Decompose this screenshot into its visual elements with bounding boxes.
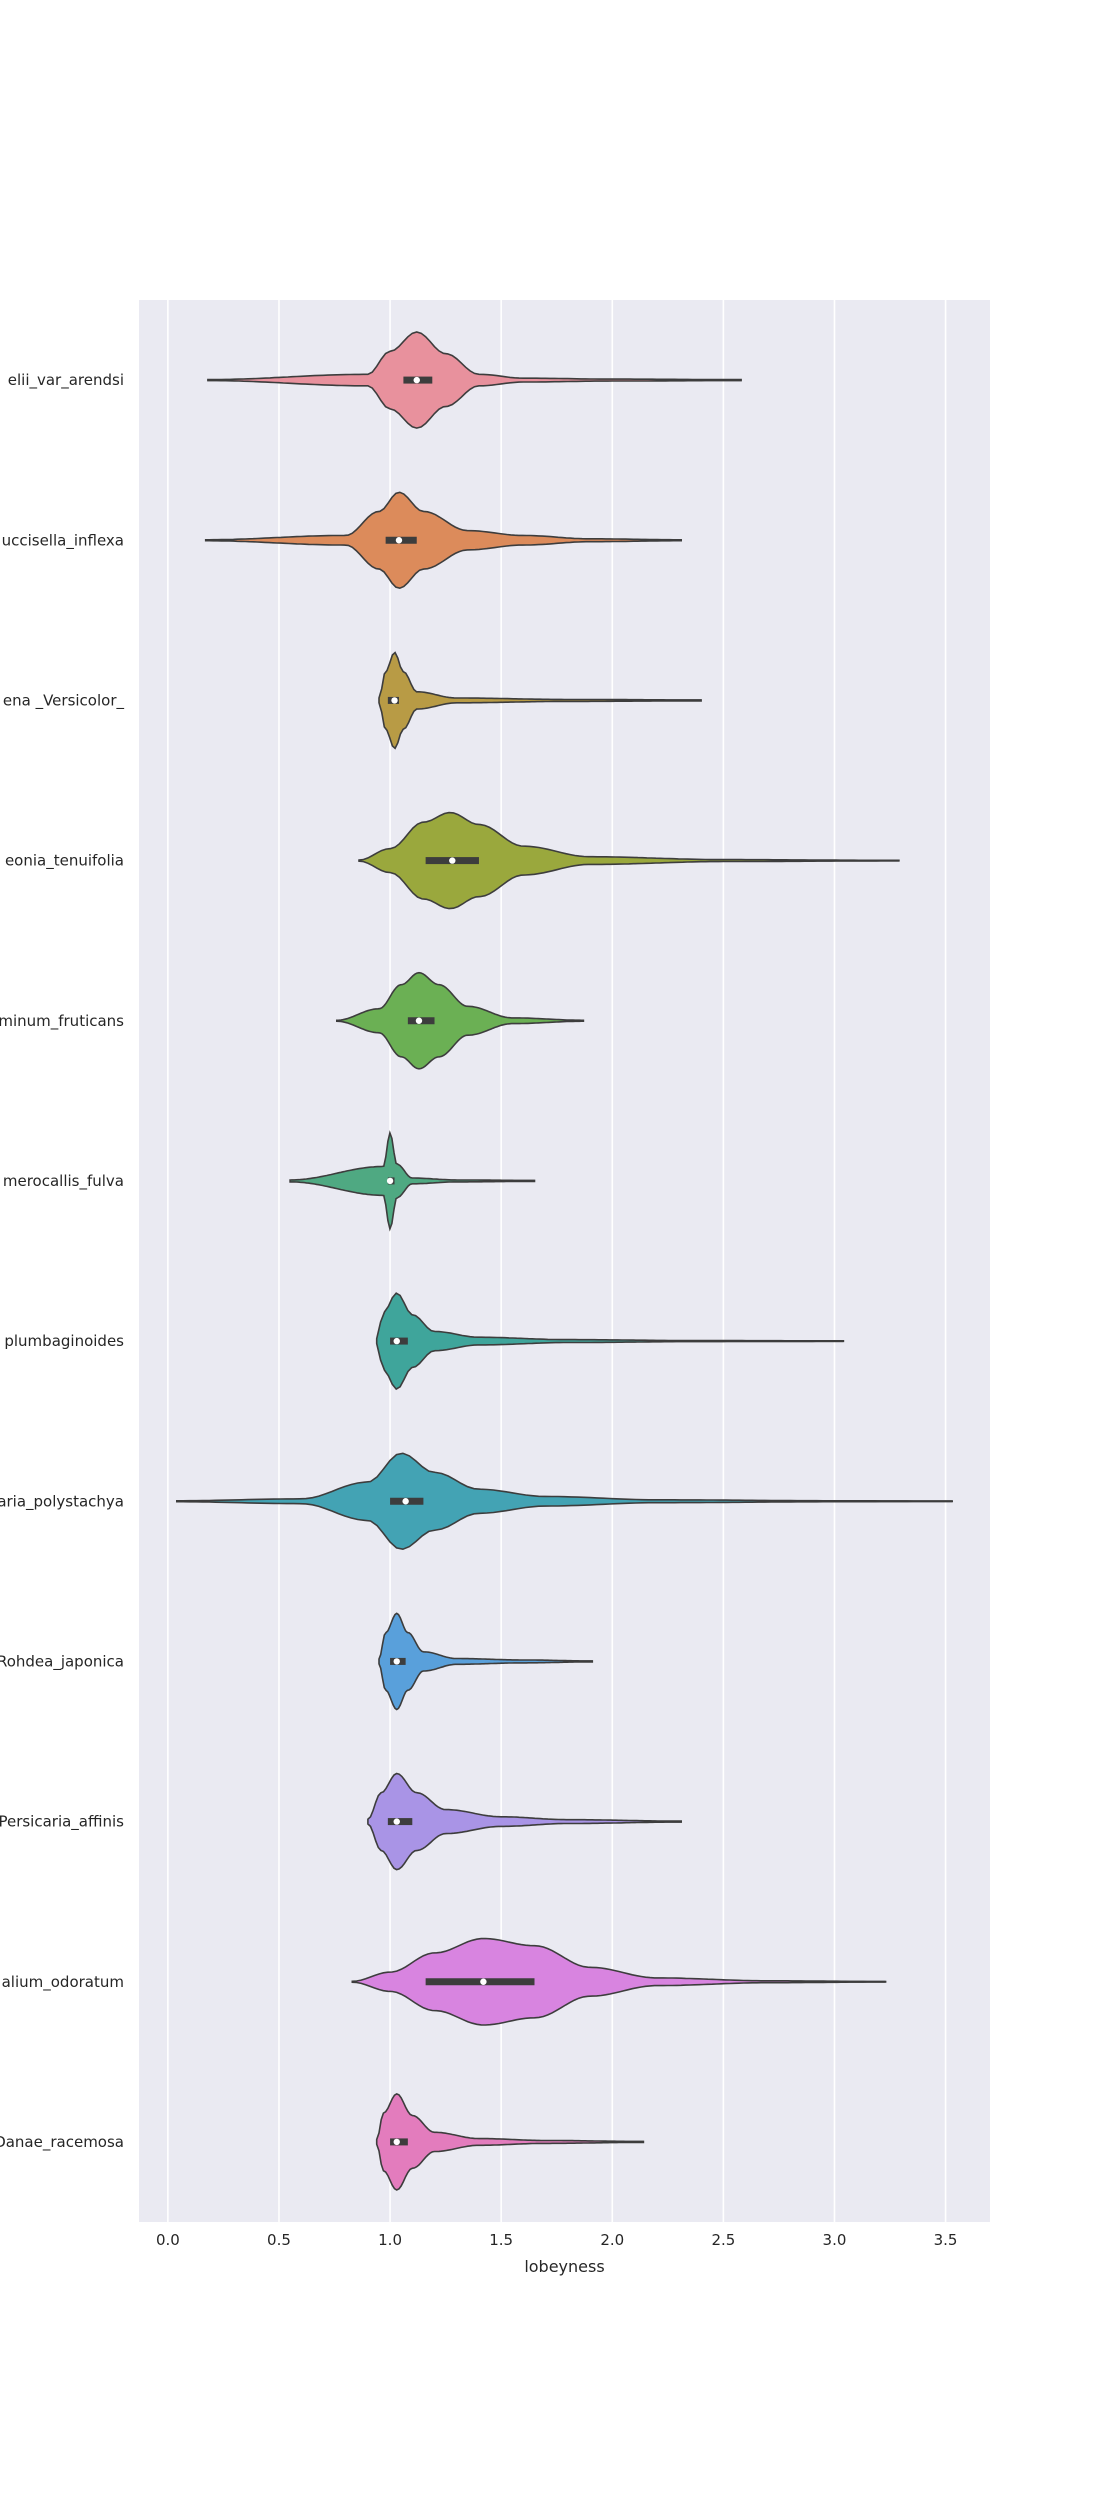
- violin-body: [378, 1612, 594, 1711]
- median-marker: [393, 1337, 400, 1345]
- x-tick-labels: 0.0 0.5 1.0 1.5 2.0 2.5 3.0 3.5: [156, 2231, 958, 2249]
- y-tick-label: ena _Versicolor_: [3, 691, 125, 710]
- y-tick-label: plumbaginoides: [4, 1332, 124, 1350]
- median-marker: [402, 1498, 409, 1505]
- violin: [289, 1130, 536, 1232]
- violin: [367, 1772, 682, 1871]
- x-tick-label: 0.5: [267, 2231, 291, 2249]
- median-marker: [391, 697, 398, 704]
- violin-body: [358, 811, 900, 910]
- y-tick-label: minum_fruticans: [0, 1012, 124, 1031]
- plot-background: [139, 300, 990, 2222]
- y-tick-label: uccisella_inflexa: [2, 531, 124, 550]
- x-tick-label: 1.5: [489, 2231, 513, 2249]
- median-marker: [393, 1658, 400, 1665]
- iqr-box: [387, 1818, 413, 1826]
- y-tick-label: Persicaria_affinis: [0, 1813, 124, 1832]
- violin: [378, 651, 702, 750]
- violin: [375, 1292, 845, 1391]
- x-tick-label: 2.5: [711, 2231, 735, 2249]
- x-axis-label: lobeyness: [524, 2257, 604, 2276]
- violin-body: [378, 651, 702, 750]
- violin-body: [207, 331, 742, 429]
- median-marker: [480, 1978, 487, 1985]
- y-tick-label: elii_var_arendsi: [8, 371, 124, 390]
- violin: [207, 331, 742, 429]
- x-tick-label: 2.0: [600, 2231, 624, 2249]
- gridlines: [167, 300, 947, 2222]
- violin-body: [204, 491, 682, 590]
- median-marker: [393, 1818, 400, 1825]
- violin-body: [375, 2093, 645, 2191]
- median-marker: [415, 1017, 423, 1024]
- violin-body: [289, 1130, 536, 1232]
- x-tick-label: 3.5: [934, 2231, 958, 2249]
- violin-body: [375, 1292, 845, 1391]
- median-marker: [395, 537, 403, 544]
- median-marker: [449, 857, 456, 864]
- violin: [358, 811, 900, 910]
- violin-body: [176, 1452, 953, 1551]
- violin: [204, 491, 682, 590]
- y-tick-label: eonia_tenuifolia: [5, 852, 124, 871]
- iqr-box: [425, 1978, 535, 1986]
- violins: [176, 331, 953, 2191]
- x-tick-label: 0.0: [156, 2231, 180, 2249]
- median-marker: [393, 2138, 400, 2146]
- violin-body: [367, 1772, 682, 1871]
- y-tick-label: aria_polystachya: [0, 1492, 124, 1511]
- violin: [378, 1612, 594, 1711]
- violin: [351, 1937, 887, 2026]
- violin-body: [336, 971, 585, 1070]
- violin: [375, 2093, 645, 2191]
- x-tick-label: 3.0: [823, 2231, 847, 2249]
- y-tick-label: merocallis_fulva: [3, 1172, 124, 1191]
- violin: [336, 971, 585, 1070]
- median-marker: [413, 376, 420, 384]
- x-tick-label: 1.0: [378, 2231, 402, 2249]
- y-tick-label: alium_odoratum: [2, 1973, 124, 1992]
- y-tick-label: Danae_racemosa: [0, 2133, 124, 2152]
- median-marker: [386, 1177, 394, 1185]
- violin-body: [351, 1937, 887, 2026]
- violin: [176, 1452, 953, 1551]
- y-tick-label: Rohdea_japonica: [0, 1652, 124, 1671]
